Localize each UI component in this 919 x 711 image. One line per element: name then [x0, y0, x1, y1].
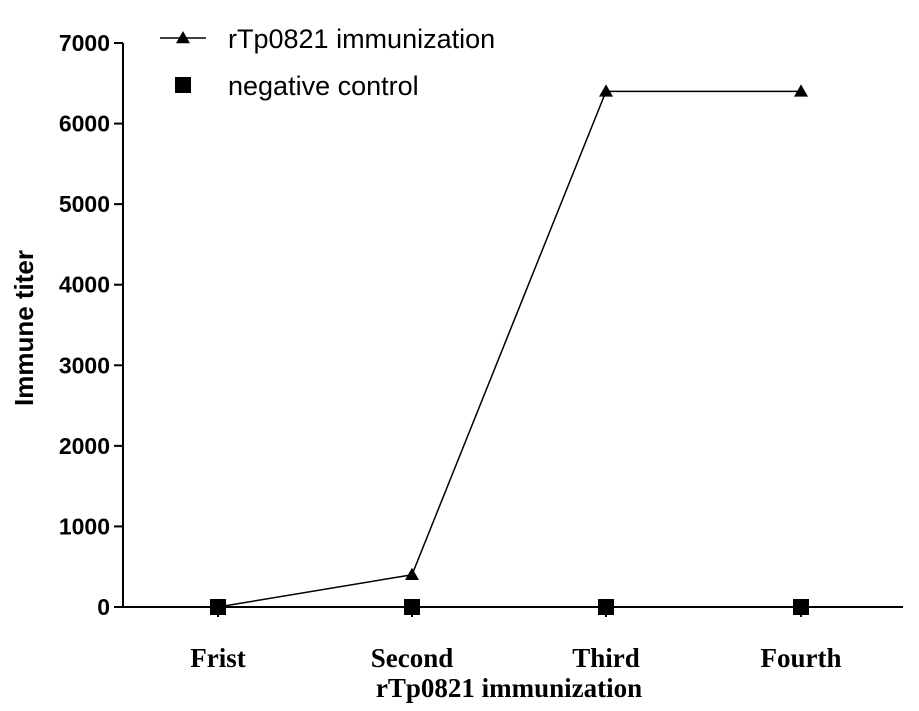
x-tick-label: Second [371, 643, 454, 673]
triangle-point [405, 567, 419, 581]
y-tick-label: 4000 [59, 272, 110, 298]
y-tick-label: 1000 [59, 513, 110, 539]
series-line [217, 90, 801, 608]
y-tick-label: 6000 [59, 111, 110, 137]
y-tick-label: 3000 [59, 352, 110, 378]
legend-label: rTp0821 immunization [228, 24, 495, 54]
square-point [404, 599, 420, 615]
square-point [793, 599, 809, 615]
x-axis-ticks: Frist Second Third Fourth [190, 607, 842, 673]
x-tick-label: Frist [190, 643, 245, 673]
x-tick-label: Third [572, 643, 640, 673]
legend-square-marker [175, 77, 191, 93]
series-1 [211, 84, 808, 613]
y-tick-label: 7000 [59, 30, 110, 56]
legend-triangle-marker [176, 31, 190, 44]
legend-label: negative control [228, 71, 419, 101]
y-axis-ticks: 0 1000 2000 3000 4000 5000 6000 7000 [59, 30, 123, 620]
legend: rTp0821 immunization negative control [160, 24, 495, 101]
triangle-point [599, 84, 613, 97]
square-point [598, 599, 614, 615]
series-2 [210, 599, 809, 615]
y-tick-label: 2000 [59, 433, 110, 459]
triangle-point [794, 84, 808, 97]
legend-item: negative control [175, 71, 419, 101]
x-axis-title: rTp0821 immunization [376, 673, 642, 703]
y-tick-label: 0 [97, 594, 110, 620]
axes [122, 43, 903, 608]
x-tick-label: Fourth [761, 643, 842, 673]
y-axis-title: Immune titer [9, 250, 39, 406]
series-layer [210, 84, 809, 615]
legend-item: rTp0821 immunization [160, 24, 495, 54]
square-point [210, 599, 226, 615]
y-tick-label: 5000 [59, 191, 110, 217]
